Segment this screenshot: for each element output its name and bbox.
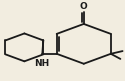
Text: NH: NH: [34, 59, 50, 68]
Text: O: O: [80, 2, 88, 11]
